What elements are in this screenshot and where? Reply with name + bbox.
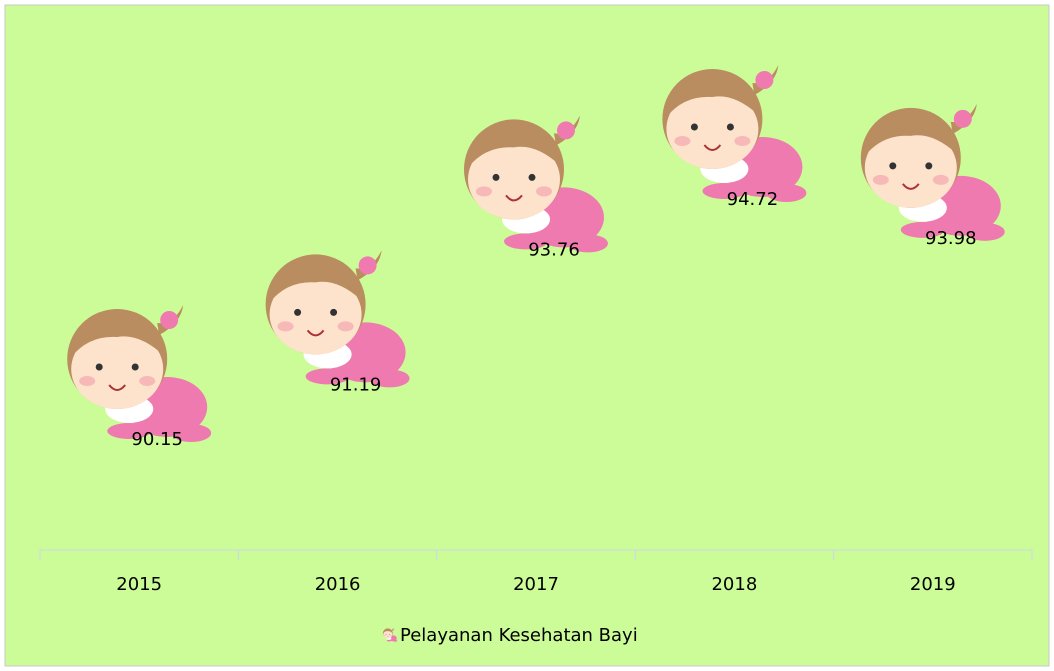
baby-eye	[492, 173, 500, 181]
baby-mouth	[108, 384, 126, 391]
baby-arm	[702, 183, 747, 199]
baby-fringe	[666, 73, 759, 117]
baby-arm	[386, 639, 392, 642]
baby-leg	[171, 424, 212, 442]
baby-mouth	[386, 635, 389, 637]
baby-fringe	[269, 258, 362, 303]
baby-cheek	[139, 376, 156, 386]
baby-bow	[392, 628, 394, 631]
chart-background	[4, 4, 1050, 667]
data-label: 91.19	[330, 374, 382, 395]
baby-face	[269, 274, 362, 355]
baby-cheek	[476, 186, 492, 197]
baby-face	[71, 329, 164, 409]
baby-eye	[690, 123, 698, 131]
baby-face	[864, 127, 957, 208]
baby-cheek	[734, 136, 751, 146]
baby-leg	[964, 222, 1005, 241]
baby-ponytail	[554, 115, 580, 146]
baby-cheek	[536, 186, 552, 197]
baby-eye	[528, 173, 536, 181]
baby-face	[666, 89, 759, 169]
baby-mouth	[505, 194, 523, 202]
baby-cheek	[79, 376, 96, 386]
baby-eye	[330, 308, 338, 316]
baby-eye	[925, 162, 933, 170]
data-label: 93.76	[528, 239, 580, 260]
data-label: 90.15	[131, 429, 183, 450]
baby-leg	[766, 184, 807, 202]
baby-ponytail	[355, 250, 382, 281]
baby-eye	[294, 308, 302, 316]
baby-face	[468, 139, 560, 220]
baby-leg	[393, 639, 398, 642]
baby-mouth	[703, 144, 722, 151]
baby-mouth	[902, 183, 920, 190]
baby-cheek	[932, 174, 949, 185]
baby-ponytail	[950, 103, 977, 134]
baby-mouth	[306, 329, 325, 337]
baby-eye	[131, 363, 139, 371]
baby-fringe	[383, 628, 393, 634]
baby-marker	[662, 65, 807, 202]
x-tick-label: 2016	[315, 574, 361, 595]
baby-cheek	[337, 321, 354, 332]
baby-fringe	[468, 123, 560, 168]
baby-eye	[95, 363, 103, 371]
baby-face	[383, 630, 393, 639]
baby-marker	[464, 115, 608, 253]
baby-cheek	[872, 174, 889, 185]
x-tick-label: 2019	[910, 574, 956, 595]
baby-arm	[504, 233, 548, 250]
baby-marker	[860, 103, 1005, 241]
x-tick-label: 2015	[116, 574, 162, 595]
baby-arm	[900, 221, 945, 238]
x-tick-label: 2017	[513, 574, 559, 595]
baby-cheek	[384, 635, 386, 637]
baby-arm	[107, 423, 152, 439]
data-label: 93.98	[925, 228, 977, 249]
legend-item[interactable]	[382, 628, 398, 642]
baby-cheek	[674, 136, 691, 146]
baby-bow	[755, 71, 774, 89]
baby-ponytail	[391, 628, 395, 631]
x-tick-label: 2018	[711, 574, 757, 595]
baby-eye	[889, 162, 897, 170]
baby-ponytail	[752, 65, 779, 95]
baby-fringe	[864, 111, 957, 156]
baby-bow	[557, 121, 575, 140]
baby-arm	[305, 368, 350, 385]
data-label: 94.72	[727, 189, 779, 210]
baby-eye	[385, 633, 387, 635]
baby-leg	[568, 234, 608, 253]
baby-eye	[726, 123, 734, 131]
baby-ponytail	[157, 305, 184, 335]
baby-bow	[160, 311, 179, 329]
baby-leg	[369, 369, 410, 388]
baby-eye	[389, 633, 390, 635]
baby-fringe	[71, 313, 164, 357]
legend-label: Pelayanan Kesehatan Bayi	[400, 625, 638, 646]
baby-marker	[67, 305, 212, 442]
baby-bow	[358, 256, 377, 275]
baby-bow	[953, 109, 972, 128]
baby-cheek	[277, 321, 294, 332]
baby-cheek	[390, 635, 392, 637]
baby-marker	[265, 250, 410, 388]
